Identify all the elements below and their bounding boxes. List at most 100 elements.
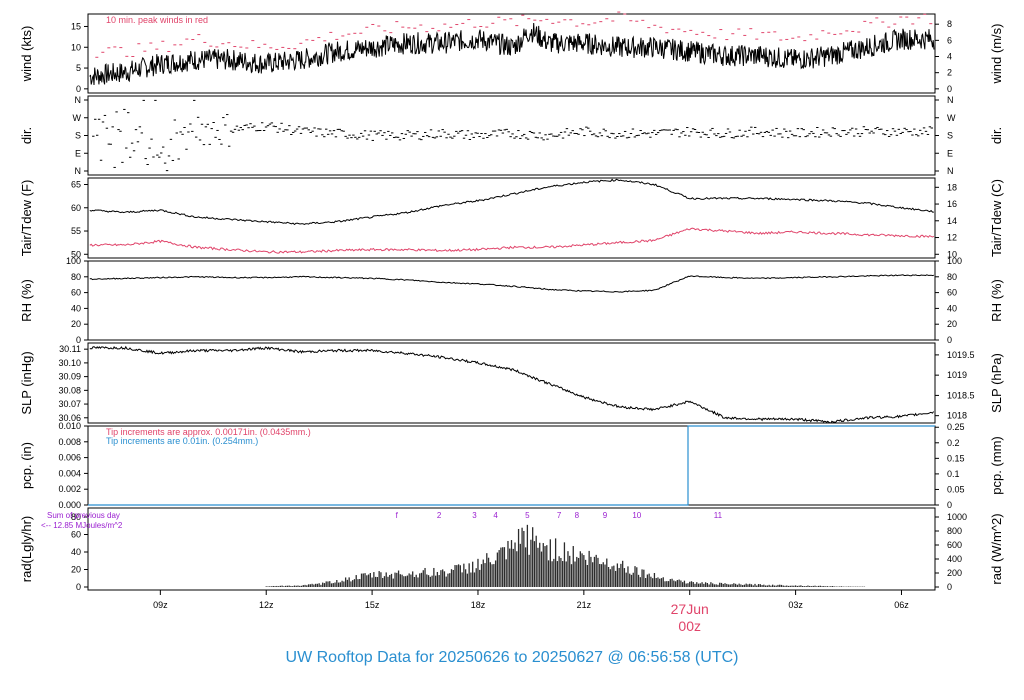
pcp-ytick-left-label: 0.010 bbox=[58, 421, 81, 431]
rad-ylabel-left: rad(Lgly/hr) bbox=[19, 516, 34, 582]
wind-ytick-right-label: 2 bbox=[947, 68, 952, 78]
dir-label-right: E bbox=[947, 148, 953, 158]
dir-label-right: N bbox=[947, 95, 954, 105]
pcp-ytick-right-label: 0.25 bbox=[947, 422, 965, 432]
slp-ytick-right-label: 1018 bbox=[947, 411, 967, 421]
dir-label-left: N bbox=[75, 166, 82, 176]
rad-cloud-marker: f bbox=[396, 511, 399, 520]
slp-ytick-right-label: 1019.5 bbox=[947, 350, 975, 360]
rad-note-value: <-- 12.85 MJoules/m^2 bbox=[41, 521, 123, 530]
x-axis-tick-label: 09z bbox=[153, 600, 168, 610]
pcp-ytick-left-label: 0.008 bbox=[58, 437, 81, 447]
rad-note-sum: Sum of previous day bbox=[47, 511, 120, 520]
x-axis-tick-label: 12z bbox=[259, 600, 274, 610]
x-axis-tick-label: 15z bbox=[365, 600, 380, 610]
temp-ytick-right-label: 18 bbox=[947, 182, 957, 192]
temp-ylabel-right: Tair/Tdew (C) bbox=[989, 179, 1004, 257]
slp-ylabel-left: SLP (inHg) bbox=[19, 351, 34, 414]
pcp-ytick-right-label: 0.05 bbox=[947, 484, 965, 494]
slp-ytick-left-label: 30.10 bbox=[58, 358, 81, 368]
x-axis-date-label: 27Jun bbox=[671, 601, 709, 617]
temp-ytick-left-label: 60 bbox=[71, 203, 81, 213]
temp-ytick-right-label: 10 bbox=[947, 249, 957, 259]
dir-label-right: N bbox=[947, 166, 954, 176]
rh-ytick-left-label: 100 bbox=[66, 256, 81, 266]
slp-panel-frame bbox=[87, 342, 936, 424]
page-title: UW Rooftop Data for 20250626 to 20250627… bbox=[285, 649, 739, 666]
dir-label-left: S bbox=[75, 131, 81, 141]
rad-label-right: 0 bbox=[947, 582, 952, 592]
pcp-ytick-left-label: 0.004 bbox=[58, 468, 81, 478]
dir-label-left: W bbox=[73, 113, 82, 123]
rh-ylabel-left: RH (%) bbox=[19, 279, 34, 322]
wind-speed-line bbox=[89, 22, 935, 86]
rad-label-right: 200 bbox=[947, 568, 962, 578]
temp-ytick-right-label: 14 bbox=[947, 216, 957, 226]
dir-label-right: W bbox=[947, 113, 956, 123]
rad-label-left: 40 bbox=[71, 547, 81, 557]
pcp-ytick-right-label: 0.1 bbox=[947, 469, 960, 479]
rh-ytick-right-label: 80 bbox=[947, 272, 957, 282]
x-axis-tick-label: 21z bbox=[577, 600, 592, 610]
pcp-note-blue: Tip increments are 0.01in. (0.254mm.) bbox=[106, 436, 258, 446]
temp-ytick-left-label: 55 bbox=[71, 226, 81, 236]
rh-ytick-left-label: 20 bbox=[71, 319, 81, 329]
slp-ylabel-right: SLP (hPa) bbox=[989, 353, 1004, 413]
rad-label-right: 400 bbox=[947, 554, 962, 564]
temp-ytick-right-label: 12 bbox=[947, 233, 957, 243]
temp-ytick-left-label: 65 bbox=[71, 180, 81, 190]
wind-ytick-right-label: 4 bbox=[947, 52, 952, 62]
rad-cloud-marker: 5 bbox=[525, 511, 530, 520]
rad-cloud-marker: 11 bbox=[714, 511, 723, 520]
slp-ytick-left-label: 30.09 bbox=[58, 372, 81, 382]
x-axis-tick-label: 18z bbox=[471, 600, 486, 610]
air-temperature-line bbox=[89, 178, 934, 226]
dir-label-right: S bbox=[947, 131, 953, 141]
precip-accumulation-line bbox=[88, 425, 935, 506]
slp-line bbox=[89, 345, 935, 424]
x-axis-tick-label: 03z bbox=[788, 600, 803, 610]
rad-panel-frame bbox=[87, 507, 936, 591]
rad-ylabel-right: rad (W/m^2) bbox=[989, 513, 1004, 584]
wind-annotation: 10 min. peak winds in red bbox=[106, 15, 208, 25]
rh-line bbox=[89, 274, 935, 293]
wind-ytick-left-label: 0 bbox=[76, 84, 81, 94]
pcp-note-red: Tip increments are approx. 0.00171in. (0… bbox=[106, 427, 311, 437]
slp-ytick-left-label: 30.07 bbox=[58, 399, 81, 409]
rh-ytick-right-label: 0 bbox=[947, 335, 952, 345]
temp-ytick-right-label: 16 bbox=[947, 199, 957, 209]
rad-label-left: 80 bbox=[71, 512, 81, 522]
pcp-ytick-left-label: 0.000 bbox=[58, 500, 81, 510]
pcp-ylabel-right: pcp. (mm) bbox=[989, 436, 1004, 495]
rh-ytick-left-label: 0 bbox=[76, 335, 81, 345]
wind-ytick-left-label: 15 bbox=[71, 21, 81, 31]
rad-cloud-marker: 10 bbox=[632, 511, 641, 520]
dir-ylabel-right: dir. bbox=[989, 127, 1004, 144]
wind-ytick-right-label: 0 bbox=[947, 84, 952, 94]
slp-ytick-left-label: 30.08 bbox=[58, 385, 81, 395]
slp-ytick-left-label: 30.06 bbox=[58, 413, 81, 423]
wind-ytick-right-label: 6 bbox=[947, 35, 952, 45]
rad-cloud-marker: 7 bbox=[557, 511, 562, 520]
pcp-ytick-right-label: 0 bbox=[947, 500, 952, 510]
x-axis-date-sublabel: 00z bbox=[678, 618, 701, 634]
rad-label-right: 800 bbox=[947, 526, 962, 536]
rad-cloud-marker: 4 bbox=[493, 511, 498, 520]
pcp-ytick-right-label: 0.15 bbox=[947, 453, 965, 463]
rad-label-right: 600 bbox=[947, 540, 962, 550]
rh-ytick-right-label: 40 bbox=[947, 303, 957, 313]
rh-ytick-left-label: 60 bbox=[71, 288, 81, 298]
rad-label-right: 1000 bbox=[947, 512, 967, 522]
rad-cloud-marker: 8 bbox=[575, 511, 580, 520]
rad-label-left: 20 bbox=[71, 565, 81, 575]
rh-ytick-left-label: 80 bbox=[71, 272, 81, 282]
dir-ylabel-left: dir. bbox=[19, 127, 34, 144]
pcp-ytick-right-label: 0.2 bbox=[947, 438, 960, 448]
dir-label-left: N bbox=[75, 95, 82, 105]
rh-ytick-left-label: 40 bbox=[71, 303, 81, 313]
temp-panel-frame bbox=[87, 177, 936, 259]
rh-ytick-right-label: 20 bbox=[947, 319, 957, 329]
temp-ylabel-left: Tair/Tdew (F) bbox=[19, 180, 34, 257]
pcp-ylabel-left: pcp. (in) bbox=[19, 442, 34, 489]
